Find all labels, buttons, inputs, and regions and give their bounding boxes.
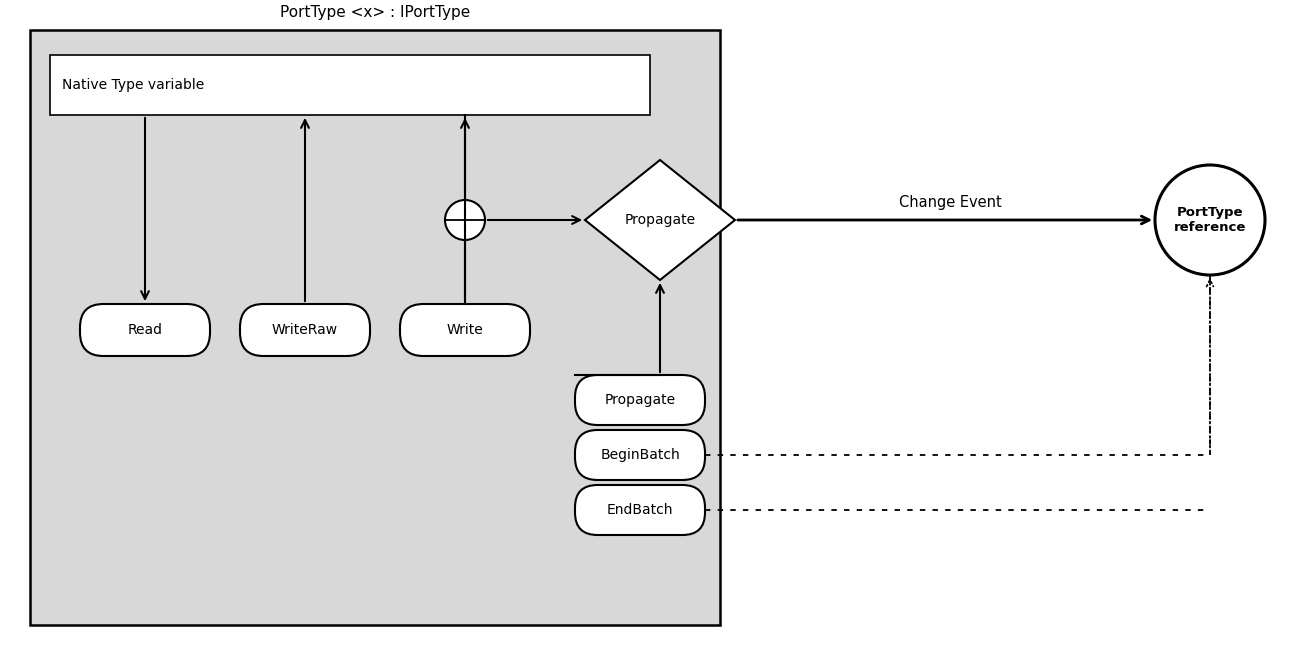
FancyBboxPatch shape	[400, 304, 530, 356]
Text: Write: Write	[447, 323, 484, 337]
FancyBboxPatch shape	[575, 485, 705, 535]
Circle shape	[445, 200, 485, 240]
Text: Change Event: Change Event	[898, 195, 1001, 210]
Text: WriteRaw: WriteRaw	[272, 323, 338, 337]
Text: PortType
reference: PortType reference	[1174, 206, 1247, 234]
Text: BeginBatch: BeginBatch	[601, 448, 680, 462]
Text: Propagate: Propagate	[624, 213, 696, 227]
FancyBboxPatch shape	[240, 304, 370, 356]
FancyBboxPatch shape	[81, 304, 211, 356]
FancyBboxPatch shape	[575, 430, 705, 480]
Text: Propagate: Propagate	[604, 393, 676, 407]
Polygon shape	[585, 160, 734, 280]
Circle shape	[1154, 165, 1265, 275]
Text: Read: Read	[127, 323, 162, 337]
FancyBboxPatch shape	[575, 375, 705, 425]
Text: PortType <x> : IPortType: PortType <x> : IPortType	[280, 5, 471, 20]
Text: EndBatch: EndBatch	[607, 503, 673, 517]
Text: Native Type variable: Native Type variable	[62, 78, 204, 92]
FancyBboxPatch shape	[49, 55, 650, 115]
FancyBboxPatch shape	[30, 30, 720, 625]
